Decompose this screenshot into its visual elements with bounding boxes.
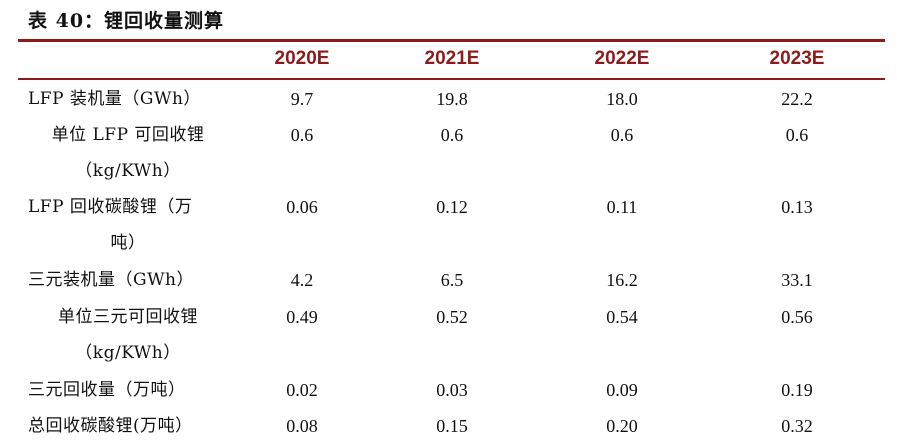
table-cell: 0.08	[286, 416, 318, 436]
table-cell: 0.6	[290, 125, 314, 145]
table-row: （kg/KWh）	[0, 153, 897, 189]
table-row: （kg/KWh）	[0, 335, 897, 371]
table-row: 总回收碳酸锂(万吨） 0.08 0.15 0.20 0.32	[0, 408, 897, 444]
row-label: 三元回收量（万吨）	[28, 380, 186, 400]
table-row: 单位三元可回收锂 0.49 0.52 0.54 0.56	[0, 299, 897, 335]
table-cell: 0.13	[781, 197, 813, 217]
table-cell: 0.11	[606, 197, 638, 217]
row-label: （kg/KWh）	[75, 343, 181, 363]
table-cell: 6.5	[440, 270, 464, 290]
table-cell: 0.49	[286, 307, 318, 327]
table-row: LFP 回收碳酸锂（万 0.06 0.12 0.11 0.13	[0, 189, 897, 225]
row-label: LFP 回收碳酸锂（万	[28, 197, 193, 217]
table-row: 吨）	[0, 225, 897, 261]
table-cell: 0.12	[436, 197, 468, 217]
column-header-2020: 2020E	[274, 48, 330, 69]
row-label: （kg/KWh）	[75, 161, 181, 181]
row-label: 总回收碳酸锂(万吨）	[28, 416, 193, 436]
table-cell: 16.2	[606, 270, 638, 290]
table-cell: 18.0	[606, 89, 638, 109]
table-cell: 0.03	[436, 380, 468, 400]
table-cell: 0.52	[436, 307, 468, 327]
table-cell: 33.1	[781, 270, 813, 290]
header-rule	[18, 78, 885, 80]
table-cell: 0.6	[440, 125, 464, 145]
table-title: 表 40：锂回收量测算	[28, 10, 225, 32]
table-cell: 0.15	[436, 416, 468, 436]
table-cell: 9.7	[290, 89, 314, 109]
table-cell: 0.56	[781, 307, 813, 327]
table-cell: 0.06	[286, 197, 318, 217]
table-cell: 0.19	[781, 380, 813, 400]
column-header-2023: 2023E	[769, 48, 825, 69]
row-label: 单位 LFP 可回收锂	[51, 125, 205, 145]
top-rule	[18, 39, 885, 42]
table-row: 单位 LFP 可回收锂 0.6 0.6 0.6 0.6	[0, 117, 897, 153]
table-cell: 4.2	[290, 270, 314, 290]
column-header-2022: 2022E	[594, 48, 650, 69]
table-cell: 19.8	[436, 89, 468, 109]
column-header-2021: 2021E	[424, 48, 480, 69]
row-label: 单位三元可回收锂	[58, 307, 198, 327]
row-label: 三元装机量（GWh）	[28, 270, 195, 290]
table-cell: 22.2	[781, 89, 813, 109]
table-row: LFP 装机量（GWh） 9.7 19.8 18.0 22.2	[0, 81, 897, 117]
row-label: LFP 装机量（GWh）	[28, 89, 201, 109]
table-cell: 0.6	[610, 125, 634, 145]
table-row: 三元回收量（万吨） 0.02 0.03 0.09 0.19	[0, 372, 897, 408]
table-cell: 0.6	[785, 125, 809, 145]
table-cell: 0.20	[606, 416, 638, 436]
table-cell: 0.02	[286, 380, 318, 400]
table-cell: 0.32	[781, 416, 813, 436]
table-row: 三元装机量（GWh） 4.2 6.5 16.2 33.1	[0, 262, 897, 298]
table-cell: 0.09	[606, 380, 638, 400]
table-cell: 0.54	[606, 307, 638, 327]
row-label: 吨）	[110, 233, 146, 253]
